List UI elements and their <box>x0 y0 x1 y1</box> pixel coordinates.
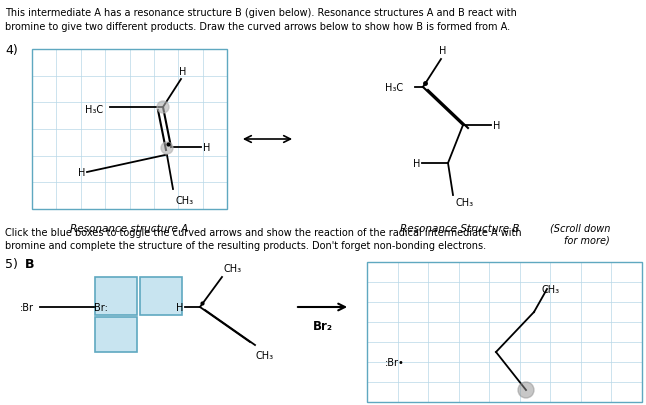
Bar <box>367 262 642 402</box>
Text: :Br•: :Br• <box>385 357 405 367</box>
Text: 4): 4) <box>5 44 17 57</box>
Text: CH₃: CH₃ <box>455 198 473 207</box>
Text: Resonance structure A: Resonance structure A <box>70 224 189 233</box>
Text: H₃C: H₃C <box>385 83 403 93</box>
Circle shape <box>518 382 534 398</box>
Text: CH₃: CH₃ <box>542 284 560 294</box>
Text: H: H <box>176 302 183 312</box>
Text: H: H <box>78 168 85 177</box>
Text: 5): 5) <box>5 257 18 270</box>
Bar <box>140 277 182 315</box>
Text: B: B <box>25 257 34 270</box>
Text: CH₃: CH₃ <box>224 263 242 273</box>
Text: This intermediate A has a resonance structure B (given below). Resonance structu: This intermediate A has a resonance stru… <box>5 8 517 18</box>
Text: bromine and complete the structure of the resulting products. Don't forget non-b: bromine and complete the structure of th… <box>5 241 486 250</box>
Text: Click the blue boxes to toggle the curved arrows and show the reaction of the ra: Click the blue boxes to toggle the curve… <box>5 228 521 237</box>
Text: CH₃: CH₃ <box>175 196 193 205</box>
Text: H: H <box>439 46 446 56</box>
Text: H₃C: H₃C <box>85 105 103 115</box>
Text: Br:: Br: <box>94 302 108 312</box>
Text: CH₃: CH₃ <box>255 350 273 360</box>
Text: :Br: :Br <box>20 302 34 312</box>
Circle shape <box>161 143 173 155</box>
Text: Resonance Structure B: Resonance Structure B <box>401 224 520 233</box>
Text: H: H <box>493 121 501 131</box>
Text: (Scroll down
for more): (Scroll down for more) <box>550 224 610 245</box>
Text: H: H <box>180 67 187 77</box>
Text: Br₂: Br₂ <box>313 319 333 332</box>
Bar <box>95 277 137 315</box>
Bar <box>32 50 227 209</box>
Text: H: H <box>203 143 211 153</box>
Bar <box>95 317 137 352</box>
Text: H: H <box>413 159 420 168</box>
Text: bromine to give two different products. Draw the curved arrows below to show how: bromine to give two different products. … <box>5 22 510 32</box>
Circle shape <box>157 102 169 114</box>
